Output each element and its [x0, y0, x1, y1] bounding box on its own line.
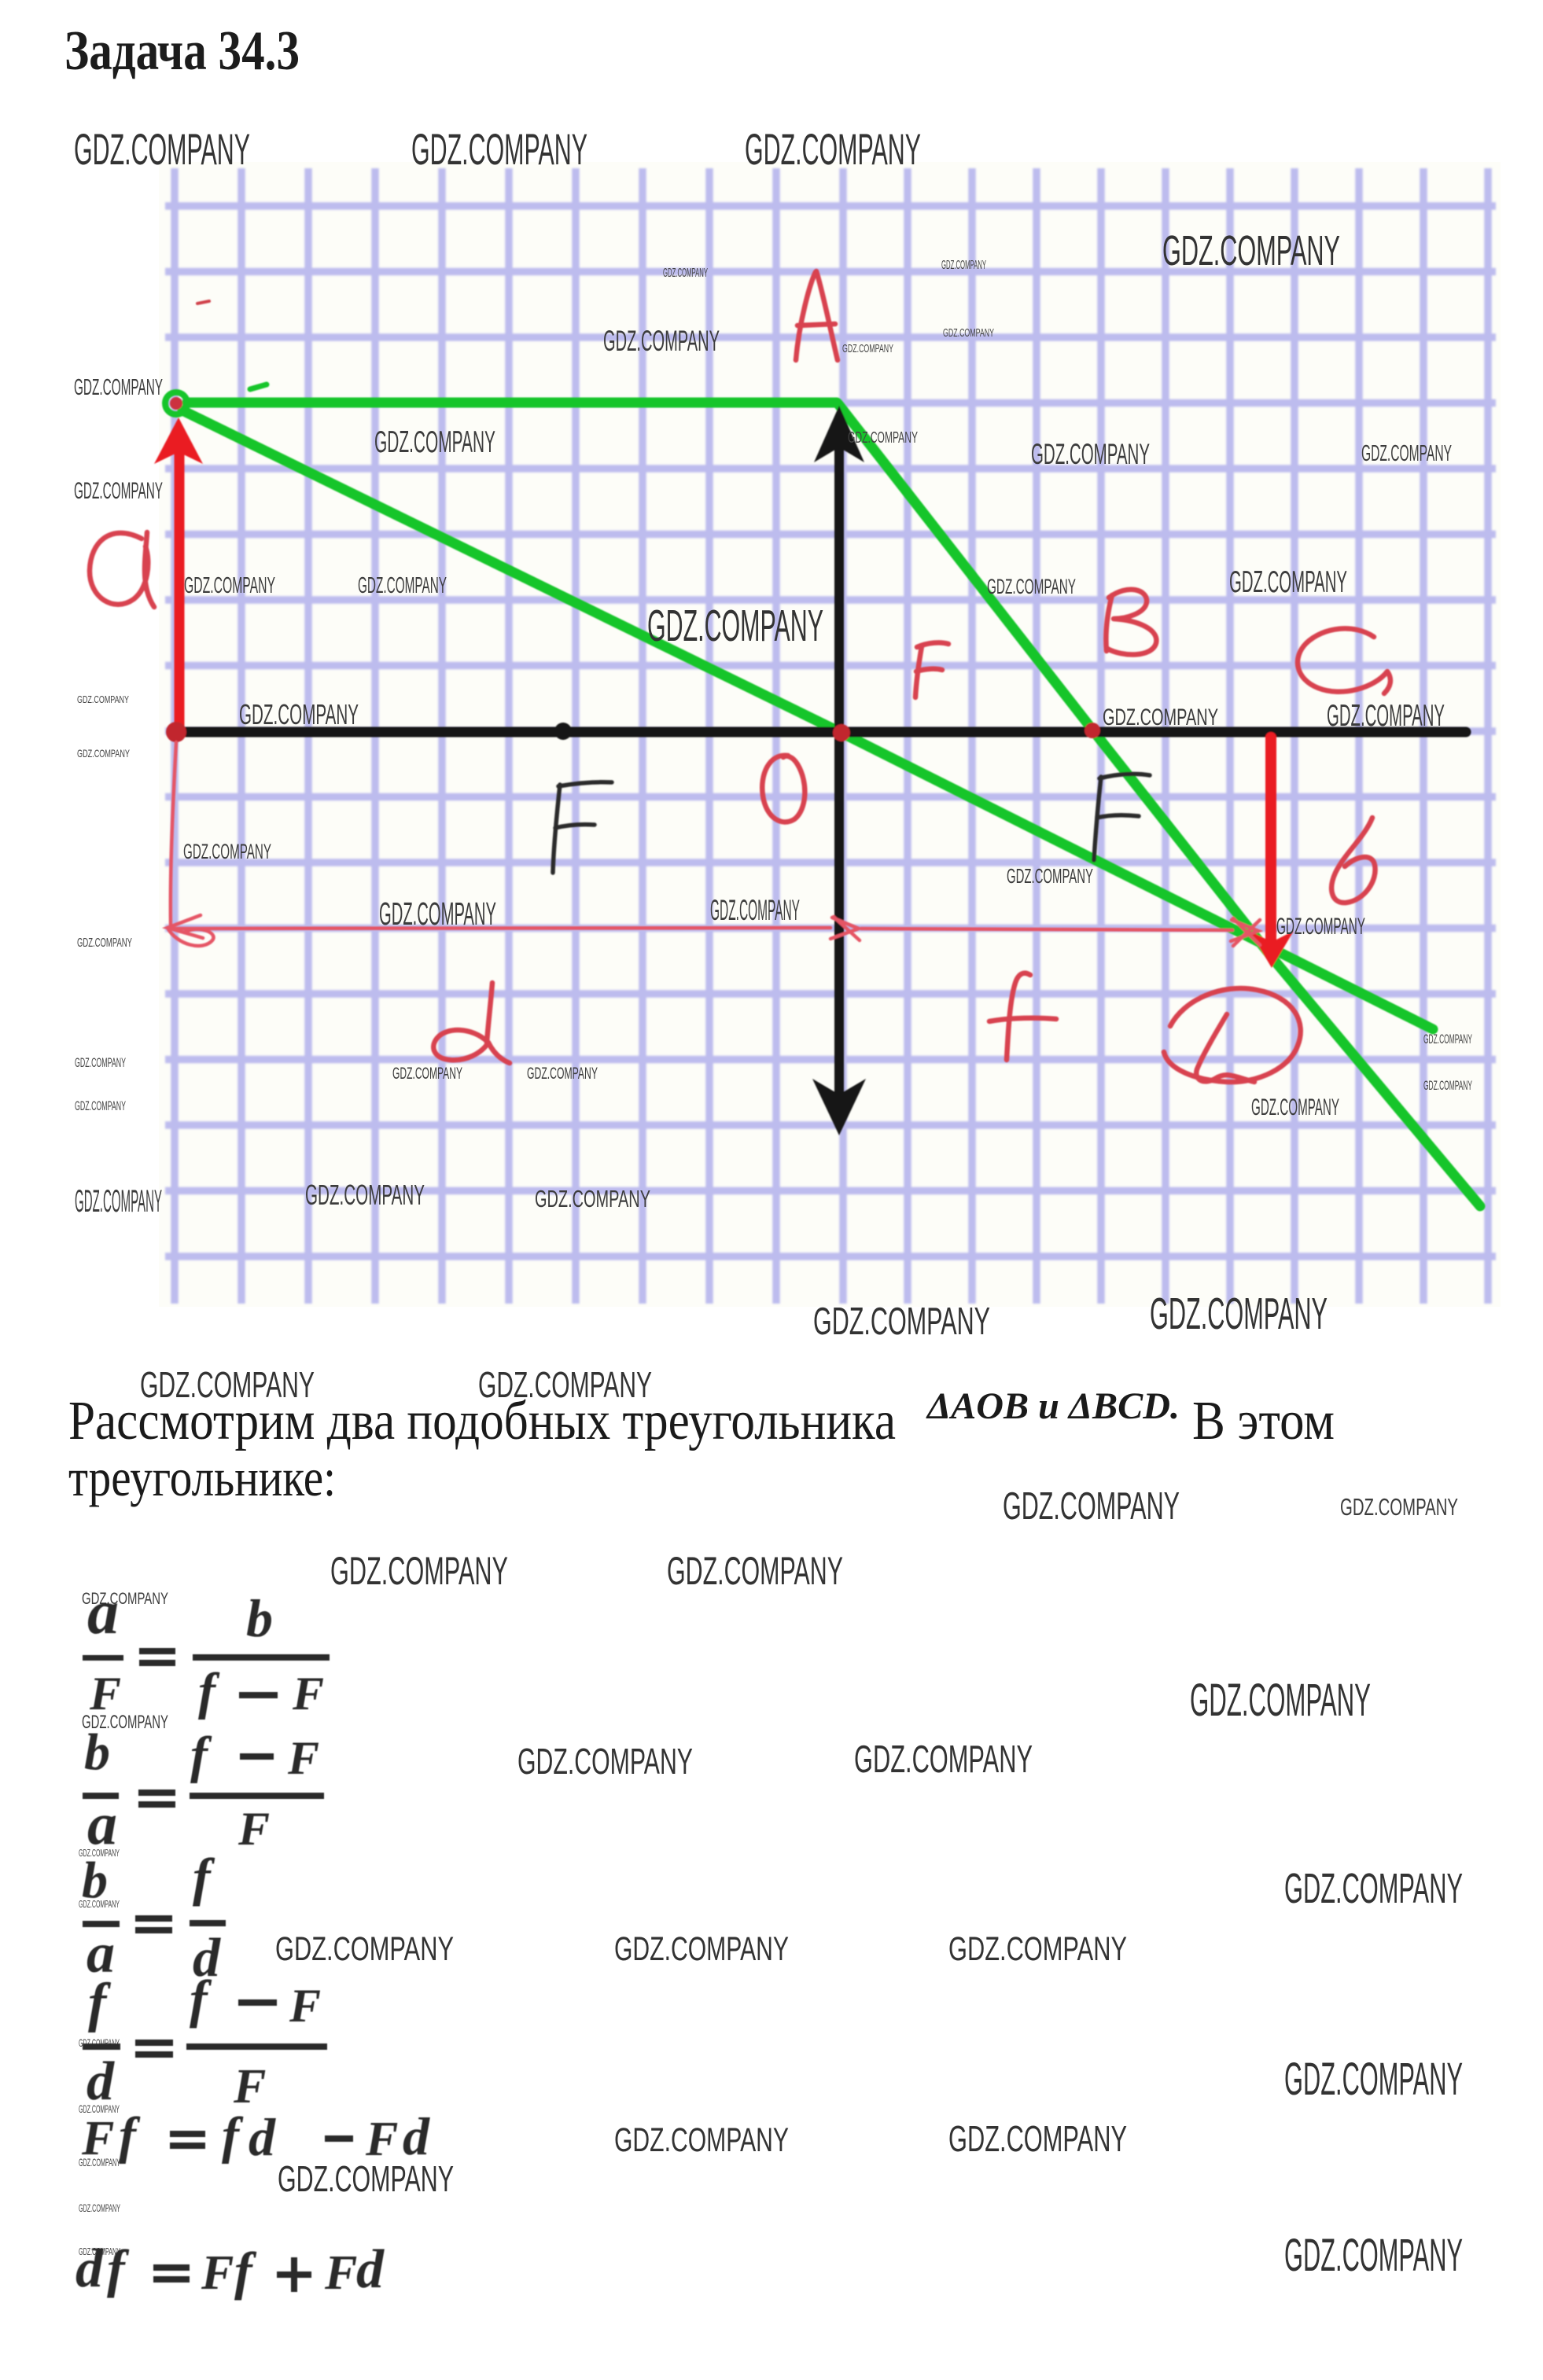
svg-text:GDZ.COMPANY: GDZ.COMPANY: [77, 936, 132, 950]
svg-text:GDZ.COMPANY: GDZ.COMPANY: [74, 478, 163, 504]
svg-text:GDZ.COMPANY: GDZ.COMPANY: [183, 840, 271, 863]
svg-text:GDZ.COMPANY: GDZ.COMPANY: [535, 1185, 650, 1212]
svg-text:GDZ.COMPANY: GDZ.COMPANY: [1003, 1485, 1180, 1528]
svg-text:F: F: [365, 2113, 398, 2166]
svg-text:GDZ.COMPANY: GDZ.COMPANY: [77, 747, 130, 760]
svg-text:b: b: [246, 1588, 273, 1648]
svg-text:d: d: [87, 2051, 115, 2112]
svg-text:В этом: В этом: [1192, 1391, 1335, 1451]
svg-text:GDZ.COMPANY: GDZ.COMPANY: [1284, 2054, 1463, 2105]
svg-text:GDZ.COMPANY: GDZ.COMPANY: [379, 896, 496, 932]
svg-text:GDZ.COMPANY: GDZ.COMPANY: [1150, 1289, 1328, 1339]
svg-text:GDZ.COMPANY: GDZ.COMPANY: [948, 2118, 1127, 2159]
svg-text:d: d: [75, 2238, 104, 2299]
svg-text:GDZ.COMPANY: GDZ.COMPANY: [987, 575, 1076, 598]
svg-text:GDZ.COMPANY: GDZ.COMPANY: [813, 1300, 990, 1343]
svg-text:GDZ.COMPANY: GDZ.COMPANY: [374, 425, 495, 459]
svg-text:GDZ.COMPANY: GDZ.COMPANY: [82, 1590, 168, 1608]
svg-text:b: b: [84, 1723, 110, 1781]
svg-text:GDZ.COMPANY: GDZ.COMPANY: [614, 1930, 789, 1968]
svg-text:b: b: [82, 1852, 108, 1909]
svg-text:GDZ.COMPANY: GDZ.COMPANY: [1423, 1078, 1472, 1093]
svg-text:GDZ.COMPANY: GDZ.COMPANY: [75, 1098, 126, 1113]
svg-text:GDZ.COMPANY: GDZ.COMPANY: [478, 1364, 652, 1405]
svg-text:GDZ.COMPANY: GDZ.COMPANY: [1103, 704, 1218, 730]
svg-text:a: a: [87, 1791, 117, 1857]
svg-text:GDZ.COMPANY: GDZ.COMPANY: [79, 2156, 120, 2168]
svg-text:GDZ.COMPANY: GDZ.COMPANY: [1423, 1032, 1472, 1047]
svg-text:GDZ.COMPANY: GDZ.COMPANY: [1251, 1094, 1339, 1120]
svg-text:GDZ.COMPANY: GDZ.COMPANY: [614, 2121, 789, 2159]
svg-text:d: d: [403, 2106, 430, 2166]
svg-text:GDZ.COMPANY: GDZ.COMPANY: [79, 1847, 120, 1859]
svg-text:d: d: [193, 1928, 221, 1988]
svg-text:GDZ.COMPANY: GDZ.COMPANY: [663, 267, 708, 280]
svg-text:F: F: [81, 2112, 114, 2165]
svg-text:a: a: [87, 1578, 119, 1647]
svg-text:a: a: [87, 1922, 115, 1985]
svg-text:GDZ.COMPANY: GDZ.COMPANY: [77, 693, 129, 705]
svg-text:GDZ.COMPANY: GDZ.COMPANY: [392, 1065, 462, 1083]
svg-text:F: F: [289, 1980, 321, 2032]
svg-text:F: F: [287, 1732, 319, 1784]
svg-text:d: d: [249, 2107, 276, 2167]
svg-text:GDZ.COMPANY: GDZ.COMPANY: [1007, 864, 1093, 888]
svg-text:GDZ.COMPANY: GDZ.COMPANY: [710, 894, 800, 926]
svg-text:GDZ.COMPANY: GDZ.COMPANY: [527, 1065, 598, 1083]
svg-text:F: F: [238, 1803, 270, 1855]
svg-text:GDZ.COMPANY: GDZ.COMPANY: [74, 375, 163, 400]
svg-text:GDZ.COMPANY: GDZ.COMPANY: [517, 1741, 693, 1782]
svg-text:GDZ.COMPANY: GDZ.COMPANY: [330, 1549, 508, 1593]
svg-text:GDZ.COMPANY: GDZ.COMPANY: [842, 342, 893, 355]
svg-text:треугольнике:: треугольнике:: [68, 1447, 336, 1507]
svg-text:F: F: [89, 1668, 121, 1720]
svg-text:GDZ.COMPANY: GDZ.COMPANY: [943, 326, 994, 340]
svg-text:GDZ.COMPANY: GDZ.COMPANY: [1284, 1865, 1463, 1912]
svg-text:F: F: [233, 2060, 266, 2113]
svg-text:F: F: [324, 2246, 357, 2300]
svg-text:GDZ.COMPANY: GDZ.COMPANY: [1284, 2230, 1463, 2281]
svg-text:GDZ.COMPANY: GDZ.COMPANY: [1229, 565, 1347, 599]
svg-text:GDZ.COMPANY: GDZ.COMPANY: [745, 124, 921, 174]
svg-text:Задача 34.3: Задача 34.3: [64, 20, 300, 82]
svg-text:GDZ.COMPANY: GDZ.COMPANY: [1340, 1493, 1458, 1521]
svg-text:GDZ.COMPANY: GDZ.COMPANY: [79, 2102, 120, 2115]
svg-text:GDZ.COMPANY: GDZ.COMPANY: [1031, 438, 1150, 470]
svg-text:d: d: [356, 2239, 385, 2300]
svg-text:GDZ.COMPANY: GDZ.COMPANY: [79, 2246, 120, 2257]
svg-text:GDZ.COMPANY: GDZ.COMPANY: [1327, 699, 1445, 733]
svg-text:GDZ.COMPANY: GDZ.COMPANY: [603, 325, 720, 357]
svg-text:GDZ.COMPANY: GDZ.COMPANY: [854, 1738, 1033, 1781]
svg-text:GDZ.COMPANY: GDZ.COMPANY: [848, 429, 918, 447]
svg-text:GDZ.COMPANY: GDZ.COMPANY: [184, 573, 275, 598]
svg-text:F: F: [292, 1668, 324, 1720]
svg-text:GDZ.COMPANY: GDZ.COMPANY: [305, 1179, 425, 1211]
svg-text:GDZ.COMPANY: GDZ.COMPANY: [278, 2158, 454, 2199]
svg-text:Рассмотрим два подобных треуго: Рассмотрим два подобных треугольника: [68, 1391, 896, 1451]
svg-text:GDZ.COMPANY: GDZ.COMPANY: [75, 1055, 126, 1070]
svg-text:GDZ.COMPANY: GDZ.COMPANY: [74, 124, 250, 174]
svg-text:GDZ.COMPANY: GDZ.COMPANY: [411, 124, 587, 174]
svg-text:GDZ.COMPANY: GDZ.COMPANY: [75, 1184, 162, 1219]
svg-text:GDZ.COMPANY: GDZ.COMPANY: [82, 1712, 168, 1733]
svg-text:F: F: [201, 2246, 234, 2300]
svg-text:GDZ.COMPANY: GDZ.COMPANY: [948, 1930, 1127, 1968]
svg-text:GDZ.COMPANY: GDZ.COMPANY: [941, 259, 986, 272]
svg-text:GDZ.COMPANY: GDZ.COMPANY: [79, 1898, 120, 1910]
svg-text:GDZ.COMPANY: GDZ.COMPANY: [79, 2202, 120, 2214]
svg-text:GDZ.COMPANY: GDZ.COMPANY: [1276, 914, 1365, 940]
svg-text:GDZ.COMPANY: GDZ.COMPANY: [275, 1930, 454, 1968]
svg-text:GDZ.COMPANY: GDZ.COMPANY: [239, 698, 359, 730]
svg-text:GDZ.COMPANY: GDZ.COMPANY: [647, 601, 823, 651]
svg-text:GDZ.COMPANY: GDZ.COMPANY: [140, 1364, 315, 1405]
svg-text:GDZ.COMPANY: GDZ.COMPANY: [358, 573, 447, 598]
svg-text:GDZ.COMPANY: GDZ.COMPANY: [1190, 1675, 1371, 1726]
svg-text:GDZ.COMPANY: GDZ.COMPANY: [1162, 227, 1340, 274]
svg-text:GDZ.COMPANY: GDZ.COMPANY: [1361, 441, 1452, 466]
svg-text:ΔAOB и ΔBCD.: ΔAOB и ΔBCD.: [926, 1385, 1180, 1427]
svg-text:GDZ.COMPANY: GDZ.COMPANY: [667, 1549, 843, 1593]
